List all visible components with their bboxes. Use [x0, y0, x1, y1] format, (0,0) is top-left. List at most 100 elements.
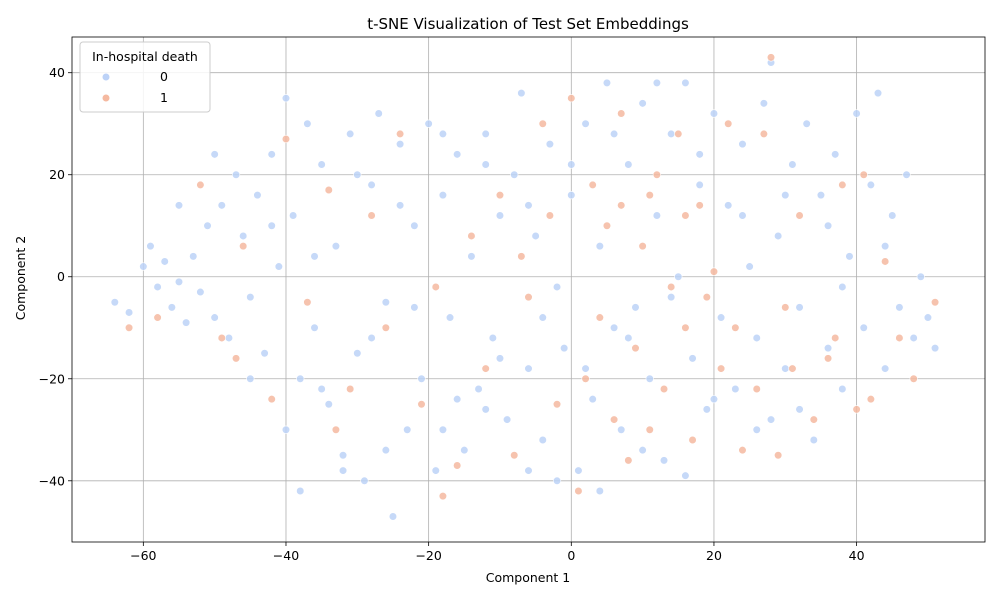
data-point-0 [374, 109, 383, 118]
data-point-1 [324, 185, 333, 195]
data-point-0 [866, 180, 875, 190]
x-tick-label: 20 [706, 548, 722, 563]
data-point-0 [816, 191, 826, 200]
data-point-1 [602, 221, 612, 230]
data-point-0 [738, 140, 747, 149]
data-point-1 [681, 211, 690, 220]
data-point-1 [281, 134, 291, 144]
data-point-0 [524, 201, 533, 210]
data-point-1 [609, 415, 619, 424]
data-point-1 [495, 191, 505, 200]
data-point-0 [595, 486, 604, 496]
data-point-1 [681, 323, 690, 332]
legend-title: In-hospital death [92, 49, 198, 64]
data-point-0 [902, 170, 911, 179]
data-point-0 [367, 333, 376, 343]
data-point-0 [460, 446, 469, 455]
data-point-0 [231, 170, 241, 179]
data-point-0 [438, 425, 448, 434]
data-point-0 [296, 486, 305, 496]
data-point-1 [453, 461, 462, 470]
data-point-0 [124, 308, 134, 317]
data-point-0 [210, 150, 219, 159]
data-point-0 [881, 242, 890, 251]
data-point-0 [695, 180, 704, 190]
data-point-0 [381, 298, 390, 307]
data-point-0 [759, 99, 768, 108]
data-point-0 [916, 272, 925, 281]
data-point-0 [567, 160, 576, 169]
data-point-0 [481, 160, 490, 169]
data-point-1 [702, 293, 711, 302]
data-point-0 [752, 333, 761, 343]
legend-marker-1 [101, 93, 111, 103]
data-point-0 [217, 201, 226, 210]
data-point-0 [510, 170, 519, 179]
data-point-0 [403, 425, 412, 434]
data-point-1 [545, 211, 554, 220]
x-tick-label: −40 [273, 548, 299, 563]
data-point-0 [552, 476, 562, 485]
data-point-0 [667, 129, 676, 139]
data-point-1 [153, 313, 162, 322]
data-point-0 [331, 242, 341, 251]
data-point-0 [624, 333, 633, 343]
data-point-0 [838, 282, 847, 292]
data-point-0 [560, 344, 569, 353]
data-point-0 [410, 303, 419, 312]
scatter-points [110, 53, 940, 521]
data-point-1 [481, 364, 490, 373]
data-point-0 [852, 109, 861, 118]
data-point-1 [517, 252, 526, 261]
data-point-0 [645, 374, 654, 383]
data-point-1 [716, 364, 726, 373]
data-point-0 [731, 384, 740, 394]
data-point-0 [873, 89, 883, 98]
data-point-1 [724, 119, 733, 128]
y-tick-label: 0 [57, 269, 65, 284]
data-point-0 [581, 364, 590, 373]
data-point-0 [196, 287, 205, 297]
data-point-0 [531, 231, 540, 241]
data-point-0 [659, 456, 669, 465]
data-point-0 [281, 94, 291, 103]
x-tick-label: 0 [567, 548, 575, 563]
data-point-0 [338, 451, 348, 460]
data-point-0 [895, 303, 904, 312]
data-point-1 [417, 400, 426, 409]
data-point-1 [510, 451, 519, 460]
data-point-1 [652, 170, 661, 179]
data-point-0 [338, 466, 348, 475]
data-point-1 [617, 109, 626, 118]
data-point-1 [788, 364, 797, 373]
legend-marker-0 [101, 72, 111, 82]
data-point-0 [574, 466, 583, 475]
data-point-0 [752, 425, 761, 434]
data-point-0 [930, 344, 940, 353]
data-point-1 [731, 323, 740, 332]
data-point-0 [367, 180, 376, 190]
data-point-1 [823, 354, 833, 363]
data-point-1 [881, 257, 890, 266]
data-point-0 [823, 221, 833, 230]
data-point-0 [317, 160, 326, 169]
data-point-1 [574, 486, 583, 496]
data-point-0 [110, 298, 119, 307]
data-point-0 [474, 384, 483, 394]
chart-title: t-SNE Visualization of Test Set Embeddin… [367, 15, 689, 33]
data-point-0 [609, 129, 619, 139]
data-point-1 [346, 384, 355, 394]
y-tick-label: 20 [49, 167, 65, 182]
data-point-0 [766, 415, 776, 424]
data-point-0 [545, 140, 554, 149]
data-point-0 [353, 170, 362, 179]
data-point-0 [602, 78, 612, 88]
data-point-1 [231, 354, 241, 363]
data-point-0 [488, 333, 497, 343]
data-point-0 [453, 395, 462, 404]
data-point-1 [524, 293, 533, 302]
data-point-0 [552, 282, 562, 292]
data-point-0 [909, 333, 918, 343]
data-point-1 [930, 298, 940, 307]
data-point-0 [624, 160, 633, 169]
